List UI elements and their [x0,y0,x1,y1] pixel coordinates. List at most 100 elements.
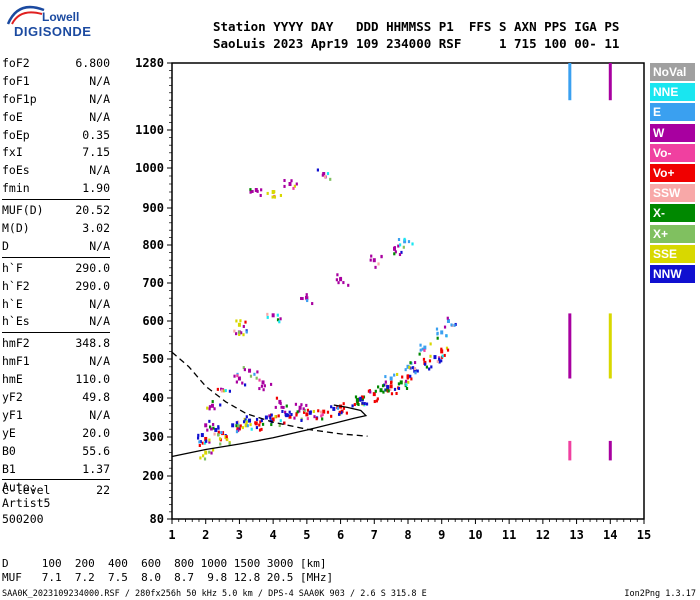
param-value: 1.90 [82,181,110,196]
echo-point [269,416,272,420]
echo-point [399,380,403,385]
param-value: 1.37 [82,461,110,476]
echo-point [250,427,253,431]
echo-point [326,410,330,414]
echo-point [235,424,238,428]
autoscaler-name: Artist5 [2,496,51,510]
echo-point [242,333,245,337]
echo-point [355,397,359,402]
echo-point [208,438,211,442]
echo-point [209,425,212,429]
echo-point [302,410,306,414]
echo-point [321,417,324,421]
legend-item-nnw: NNW [650,264,695,283]
legend-item-w: W [650,123,695,142]
echo-point [313,415,316,419]
legend-item-x: X- [650,204,695,223]
param-separator [2,256,110,258]
echo-point [279,193,283,197]
param-row: C-level 22 [2,482,110,500]
echo-point [298,405,302,410]
echo-point [293,184,296,188]
echo-point [235,380,238,384]
echo-point [300,296,303,300]
x-tick-label: 11 [502,528,516,542]
echo-point [398,253,402,257]
echo-point [438,357,441,361]
echo-point [203,441,207,445]
echo-point [399,243,402,247]
echo-point [351,404,354,408]
echo-point [413,361,417,365]
auto-info: Auto: Artist5 500200 [2,479,50,527]
legend-item-x: X+ [650,224,695,243]
echo-point [393,387,397,391]
echo-point [429,342,432,346]
echo-point [365,402,369,406]
x-tick-label: 10 [468,528,482,542]
param-value: 348.8 [75,336,110,351]
param-separator [2,199,110,201]
echo-point [196,436,200,440]
echo-point [212,426,215,430]
echo-point [309,410,312,414]
echo-point [339,276,342,280]
echo-point [372,392,376,397]
echo-point [253,372,256,376]
legend-item-vo: Vo- [650,143,695,162]
echo-point [305,293,308,297]
echo-point [216,387,219,391]
param-row: foEs N/A [2,162,110,180]
echo-point [385,383,388,387]
interference-strip [608,63,612,101]
echo-point [259,193,262,197]
param-row: B1 1.37 [2,461,110,479]
param-value: 0.35 [82,127,110,142]
param-row: h`E N/A [2,296,110,314]
software-version: Ion2Png 1.3.17 [624,589,696,599]
station-header-values: SaoLuis 2023 Apr19 109 234000 RSF 1 715 … [213,36,620,51]
echo-point [263,384,266,388]
logo-arc-icon [6,5,45,25]
echo-point [266,315,269,319]
echo-point [380,254,383,258]
echo-point [224,389,227,393]
echo-point [235,319,238,323]
echo-point [301,297,304,301]
echo-point [235,430,239,434]
param-row: M(D) 3.02 [2,220,110,238]
y-tick-label: 400 [142,391,164,405]
distance-row: D 100 200 400 600 800 1000 1500 3000 [km… [2,557,327,570]
echo-point [436,359,439,363]
echo-point [244,423,248,428]
echo-point [249,190,252,194]
y-tick-label: 200 [142,469,164,483]
echo-point [217,433,220,437]
echo-point [208,405,212,409]
echo-point [284,410,287,414]
x-tick-label: 7 [371,528,378,542]
param-value: 55.6 [82,443,110,458]
echo-point [384,388,387,392]
param-value: 22 [96,483,110,498]
echo-point [305,295,308,299]
echo-point [342,281,345,285]
y-tick-label: 80 [150,512,164,526]
echo-point [238,333,241,337]
echo-point [256,370,259,374]
echo-point [361,395,365,399]
echo-point [292,186,295,190]
echo-point [369,390,372,394]
echo-point [242,366,245,370]
echo-point [404,381,407,385]
param-label: D [2,238,9,253]
echo-point [445,346,449,350]
echo-point [206,428,209,432]
echo-point [396,372,399,376]
echo-point [217,430,220,434]
echo-point [306,408,310,412]
echo-point [305,412,309,417]
echo-point [422,357,426,361]
echo-point [408,365,411,369]
echo-point [228,389,232,393]
